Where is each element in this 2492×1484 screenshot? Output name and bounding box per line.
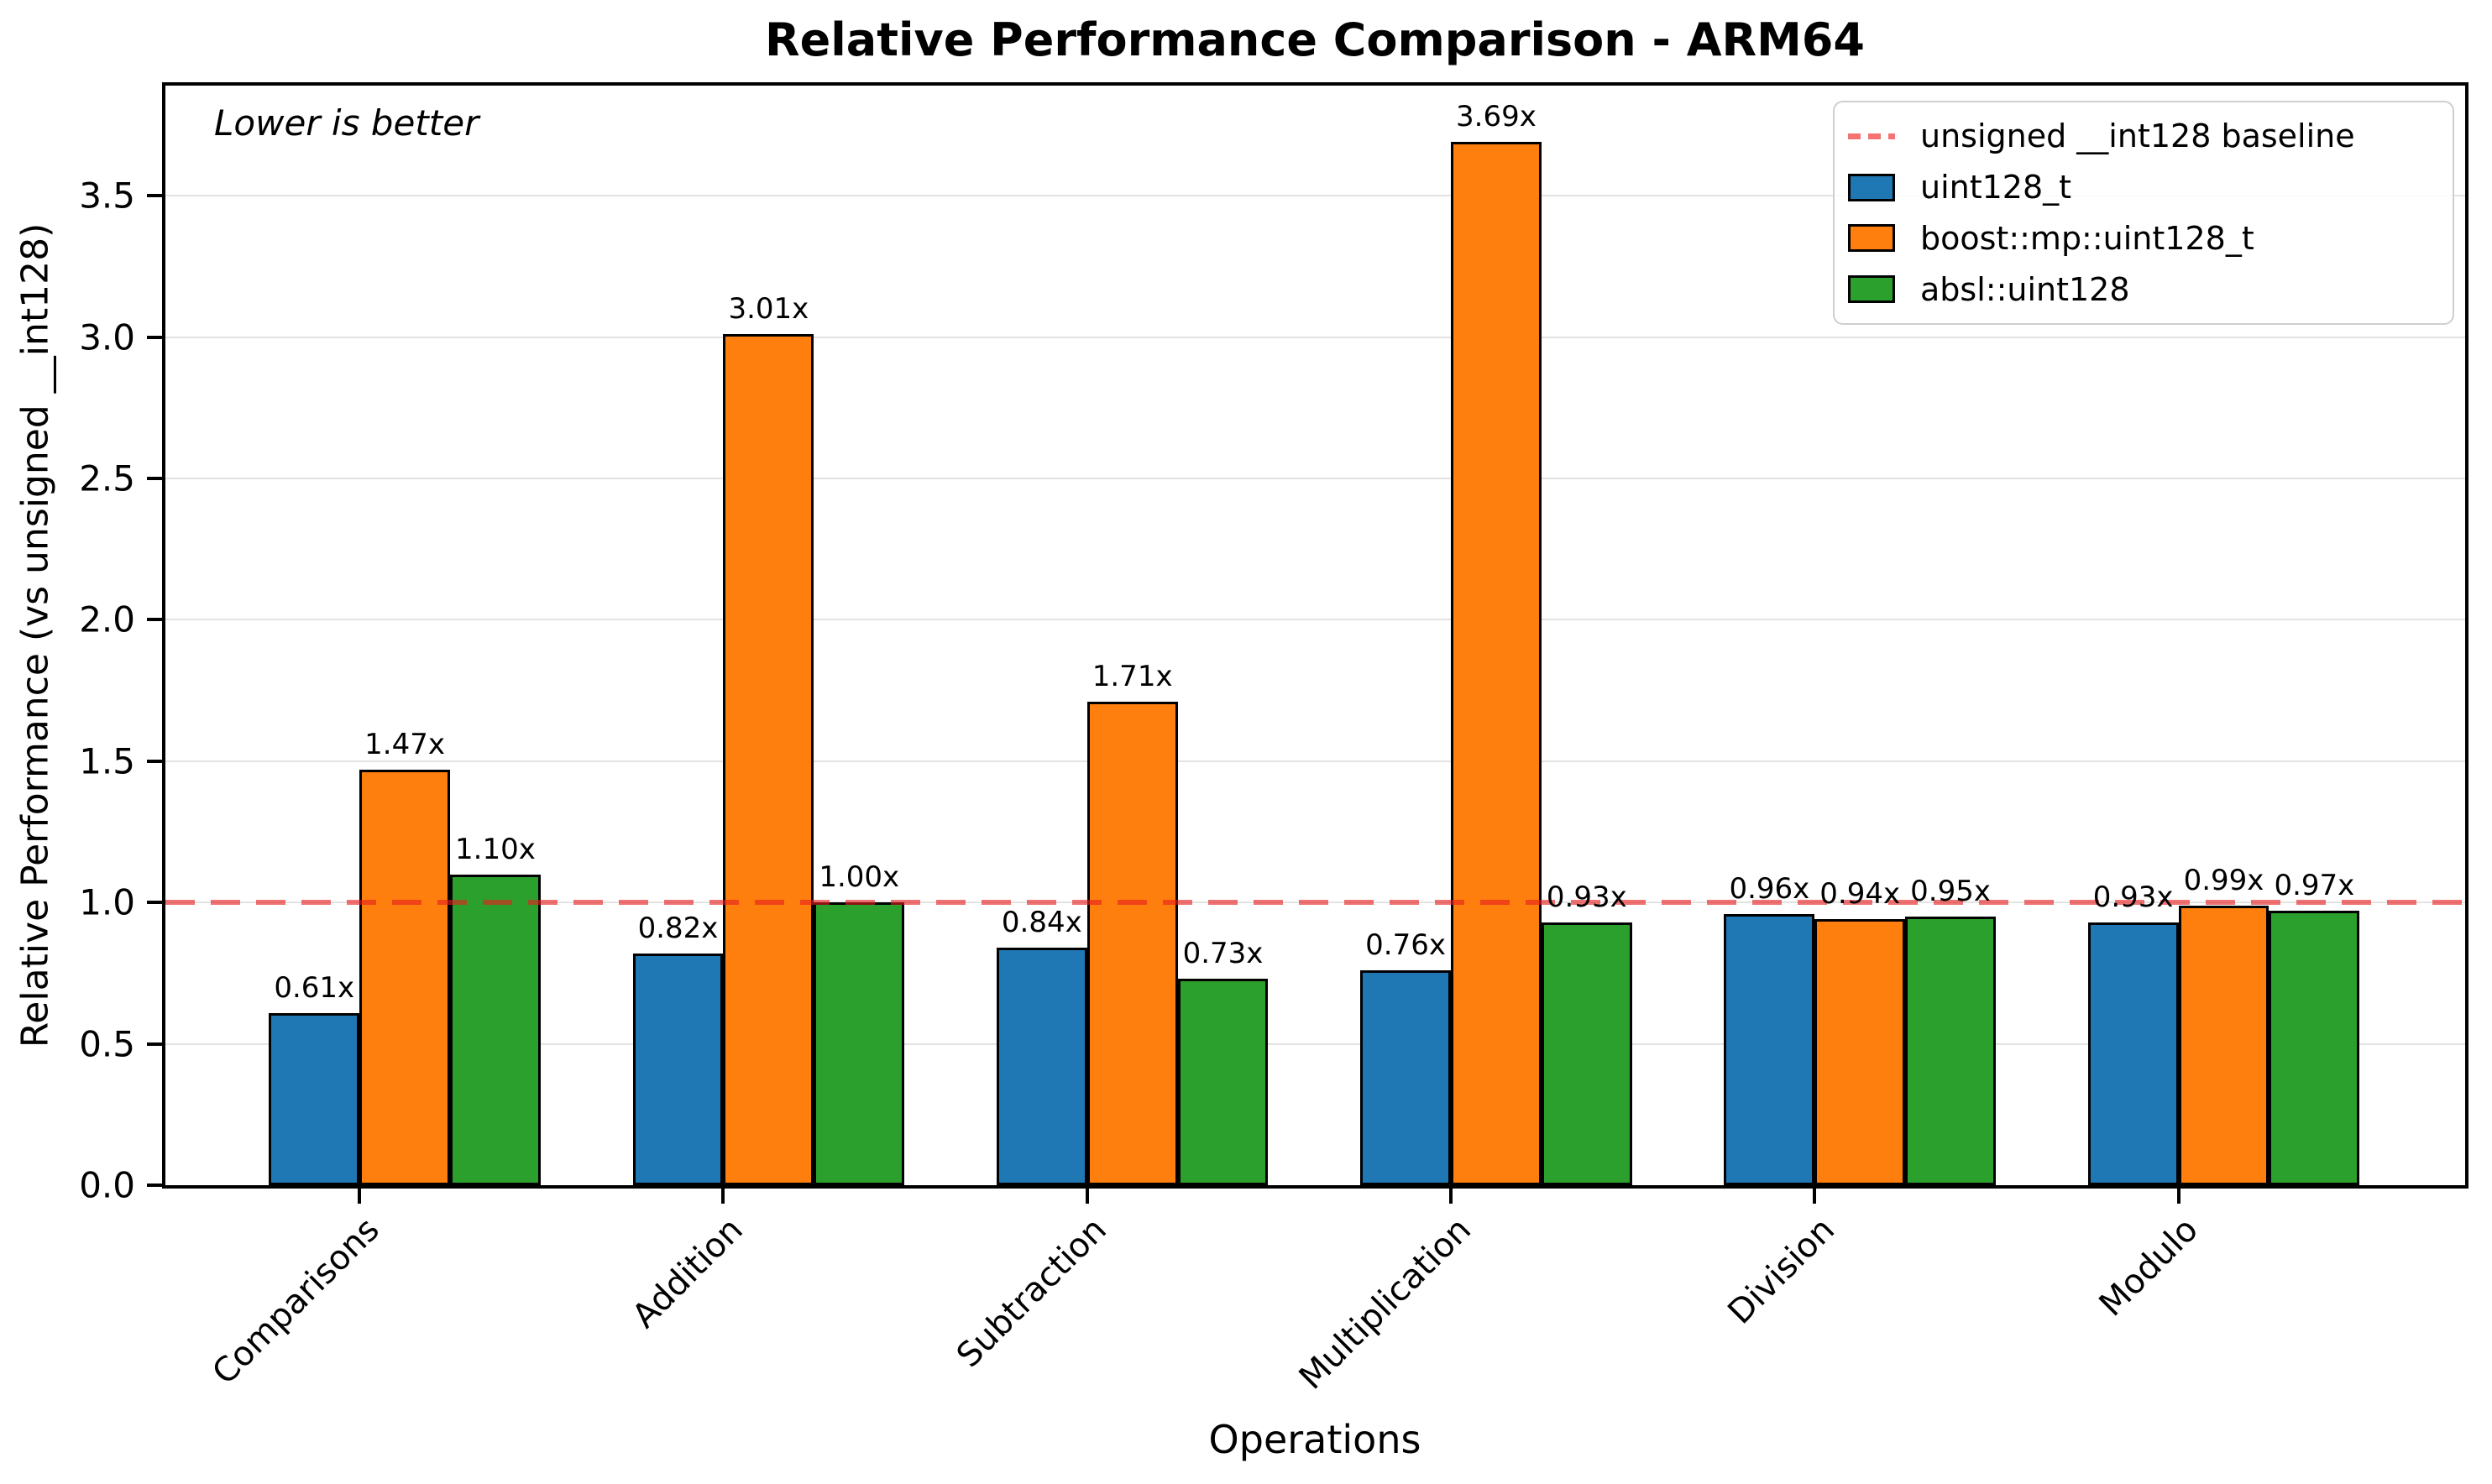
legend-label: uint128_t	[1920, 169, 2072, 206]
x-tick-mark	[2176, 1189, 2180, 1204]
bar-boost::mp::uint128_t-modulo	[2178, 905, 2270, 1185]
x-tick-label-modulo: Modulo	[2092, 1210, 2207, 1325]
legend-label: boost::mp::uint128_t	[1920, 219, 2254, 257]
bar-value-label: 1.10x	[455, 832, 536, 866]
bar-uint128_t-modulo	[2087, 922, 2179, 1185]
y-tick-label: 1.5	[79, 740, 135, 782]
orange-swatch	[1848, 224, 1895, 253]
x-tick-mark	[1813, 1189, 1817, 1204]
y-tick-mark	[147, 194, 162, 198]
x-tick-label-subtraction: Subtraction	[950, 1210, 1115, 1376]
baseline-dash-icon	[1848, 133, 1895, 139]
bar-uint128_t-division	[1724, 913, 1815, 1185]
bar-value-label: 0.76x	[1365, 928, 1446, 963]
y-tick-label: 2.5	[79, 457, 135, 499]
bar-value-label: 3.69x	[1456, 100, 1537, 134]
legend-item-absl-uint128: absl::uint128	[1848, 271, 2444, 308]
bar-uint128_t-comparisons	[269, 1012, 360, 1185]
bar-absl::uint128-comparisons	[450, 874, 541, 1185]
series-swatch-icon	[1848, 173, 1895, 201]
bar-value-label: 0.94x	[1819, 877, 1901, 912]
bar-value-label: 0.61x	[274, 970, 355, 1005]
bar-value-label: 0.84x	[1001, 906, 1082, 940]
blue-swatch	[1848, 173, 1895, 201]
bar-value-label: 3.01x	[728, 292, 809, 327]
bar-value-label: 1.00x	[819, 860, 900, 895]
annotation-lower-is-better: Lower is better	[214, 102, 479, 144]
y-tick-mark	[147, 335, 162, 339]
bar-value-label: 1.47x	[364, 727, 446, 761]
bar-value-label: 0.93x	[1546, 880, 1627, 914]
bar-uint128_t-addition	[632, 953, 724, 1185]
baseline-line	[165, 900, 2465, 906]
y-tick-label: 3.5	[79, 175, 135, 217]
bar-boost::mp::uint128_t-comparisons	[359, 769, 451, 1185]
gridline	[165, 619, 2465, 621]
y-tick-mark	[147, 901, 162, 905]
bar-value-label: 0.96x	[1729, 871, 1810, 906]
bar-boost::mp::uint128_t-division	[1814, 919, 1906, 1185]
x-tick-label-multiplication: Multiplication	[1291, 1210, 1479, 1398]
y-tick-label: 0.0	[79, 1164, 135, 1206]
bar-value-label: 0.93x	[2092, 880, 2174, 914]
y-axis-title: Relative Performance (vs unsigned __int1…	[13, 222, 57, 1048]
legend: unsigned __int128 baseline uint128_t boo…	[1833, 101, 2454, 325]
bar-absl::uint128-subtraction	[1177, 979, 1269, 1185]
gridline	[165, 195, 2465, 197]
gridline	[165, 336, 2465, 338]
gridline	[165, 760, 2465, 762]
legend-label: unsigned __int128 baseline	[1920, 118, 2355, 155]
y-tick-mark	[147, 618, 162, 622]
y-tick-mark	[147, 1184, 162, 1187]
x-tick-mark	[358, 1189, 362, 1204]
y-tick-mark	[147, 477, 162, 481]
series-swatch-icon	[1848, 275, 1895, 304]
y-tick-label: 2.0	[79, 598, 135, 640]
chart-title: Relative Performance Comparison - ARM64	[765, 13, 1865, 66]
bar-value-label: 0.97x	[2274, 869, 2355, 903]
bar-absl::uint128-multiplication	[1541, 922, 1632, 1185]
x-tick-label-addition: Addition	[625, 1210, 751, 1336]
bar-absl::uint128-division	[1905, 917, 1997, 1185]
green-swatch	[1848, 275, 1895, 304]
y-tick-mark	[147, 1042, 162, 1046]
bar-absl::uint128-addition	[814, 902, 905, 1185]
bar-boost::mp::uint128_t-addition	[723, 334, 814, 1185]
bar-value-label: 1.71x	[1092, 660, 1173, 694]
x-tick-label-division: Division	[1720, 1210, 1842, 1332]
y-tick-mark	[147, 759, 162, 763]
x-tick-label-comparisons: Comparisons	[205, 1210, 387, 1393]
y-tick-label: 1.0	[79, 881, 135, 923]
x-tick-mark	[1449, 1189, 1453, 1204]
legend-item-baseline: unsigned __int128 baseline	[1848, 118, 2444, 154]
legend-label: absl::uint128	[1920, 270, 2130, 308]
gridline	[165, 478, 2465, 480]
legend-item-uint128-t: uint128_t	[1848, 169, 2444, 206]
series-swatch-icon	[1848, 224, 1895, 253]
bar-value-label: 0.73x	[1182, 937, 1264, 971]
bar-value-label: 0.82x	[637, 911, 719, 945]
bar-uint128_t-multiplication	[1360, 970, 1452, 1185]
bar-value-label: 0.95x	[1910, 875, 1992, 909]
y-tick-label: 0.5	[79, 1023, 135, 1065]
y-tick-label: 3.0	[79, 316, 135, 358]
bar-boost::mp::uint128_t-subtraction	[1086, 702, 1178, 1185]
legend-item-boost-mp-uint128-t: boost::mp::uint128_t	[1848, 220, 2444, 257]
bar-uint128_t-subtraction	[996, 948, 1087, 1185]
bar-value-label: 0.99x	[2183, 863, 2264, 897]
x-tick-mark	[721, 1189, 725, 1204]
x-axis-title: Operations	[1208, 1417, 1421, 1462]
gridline	[165, 1042, 2465, 1045]
bar-boost::mp::uint128_t-multiplication	[1451, 142, 1542, 1185]
x-tick-mark	[1085, 1189, 1089, 1204]
bar-absl::uint128-modulo	[2269, 911, 2360, 1185]
